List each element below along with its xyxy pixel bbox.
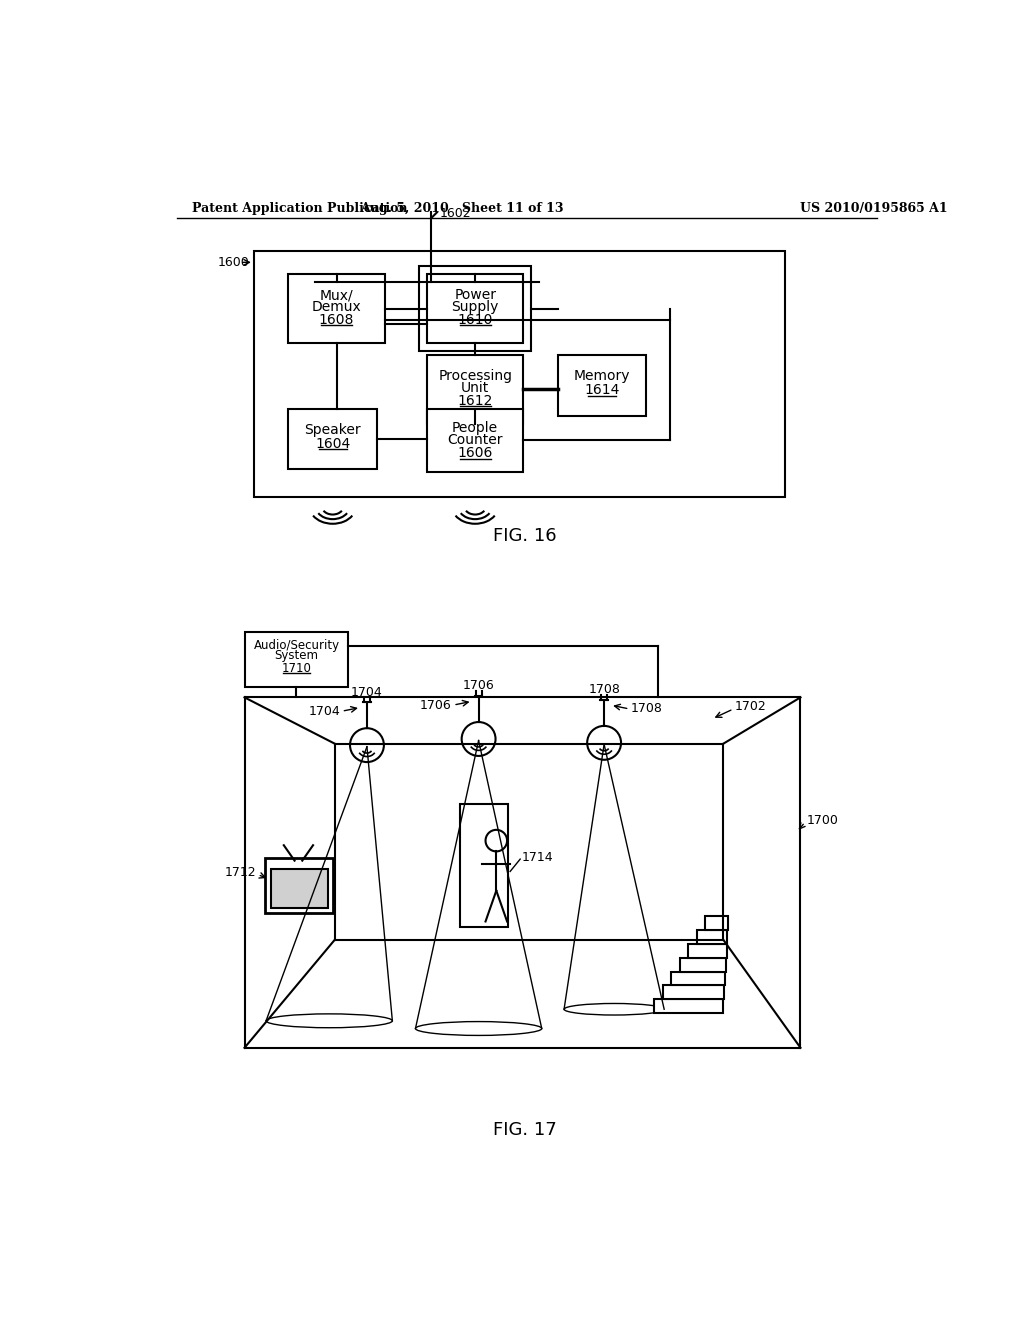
- Text: 1604: 1604: [315, 437, 350, 451]
- Text: 1702: 1702: [735, 700, 767, 713]
- Text: 1712: 1712: [224, 866, 256, 879]
- Bar: [671, 972, 725, 985]
- Text: Supply: Supply: [452, 300, 499, 314]
- Text: 1704: 1704: [351, 685, 383, 698]
- Text: 1600: 1600: [218, 256, 250, 269]
- Bar: [419, 267, 531, 351]
- Text: Counter: Counter: [447, 433, 503, 447]
- Bar: [289, 409, 377, 469]
- Text: 1602: 1602: [440, 207, 472, 220]
- Bar: [427, 409, 523, 471]
- Bar: [427, 275, 523, 343]
- Text: 1706: 1706: [420, 698, 452, 711]
- Text: 1612: 1612: [458, 393, 493, 408]
- Text: 1708: 1708: [588, 684, 621, 696]
- Text: 1614: 1614: [585, 383, 620, 397]
- Bar: [688, 944, 727, 958]
- Text: Patent Application Publication: Patent Application Publication: [193, 202, 408, 215]
- Text: 1708: 1708: [631, 702, 663, 715]
- Text: 1610: 1610: [458, 313, 493, 327]
- Text: 1606: 1606: [458, 446, 493, 461]
- Text: US 2010/0195865 A1: US 2010/0195865 A1: [801, 202, 948, 215]
- Text: FIG. 16: FIG. 16: [493, 527, 557, 545]
- Bar: [460, 804, 508, 927]
- Bar: [654, 999, 724, 1014]
- Text: 1700: 1700: [807, 814, 839, 828]
- Text: 1608: 1608: [318, 313, 354, 327]
- Bar: [663, 985, 724, 999]
- Text: Aug. 5, 2010   Sheet 11 of 13: Aug. 5, 2010 Sheet 11 of 13: [359, 202, 563, 215]
- Text: FIG. 17: FIG. 17: [493, 1121, 557, 1139]
- Bar: [265, 858, 333, 913]
- Text: Mux/: Mux/: [319, 289, 353, 302]
- Bar: [705, 916, 728, 929]
- Bar: [558, 355, 646, 416]
- Bar: [696, 929, 727, 944]
- Text: System: System: [274, 649, 318, 663]
- Bar: [680, 958, 726, 972]
- Text: 1704: 1704: [308, 705, 340, 718]
- Bar: [270, 869, 328, 908]
- Text: Demux: Demux: [311, 300, 361, 314]
- Text: 1706: 1706: [463, 680, 495, 693]
- Text: 1714: 1714: [521, 851, 553, 865]
- Bar: [427, 355, 523, 424]
- Text: People: People: [452, 421, 499, 434]
- Text: Memory: Memory: [573, 370, 631, 383]
- Text: Processing: Processing: [438, 370, 512, 383]
- Bar: [245, 632, 348, 688]
- Bar: [289, 275, 385, 343]
- Bar: [254, 251, 785, 498]
- Text: Power: Power: [454, 289, 497, 302]
- Text: Unit: Unit: [461, 381, 489, 395]
- Text: Audio/Security: Audio/Security: [253, 639, 340, 652]
- Text: Speaker: Speaker: [304, 424, 361, 437]
- Text: 1710: 1710: [282, 661, 311, 675]
